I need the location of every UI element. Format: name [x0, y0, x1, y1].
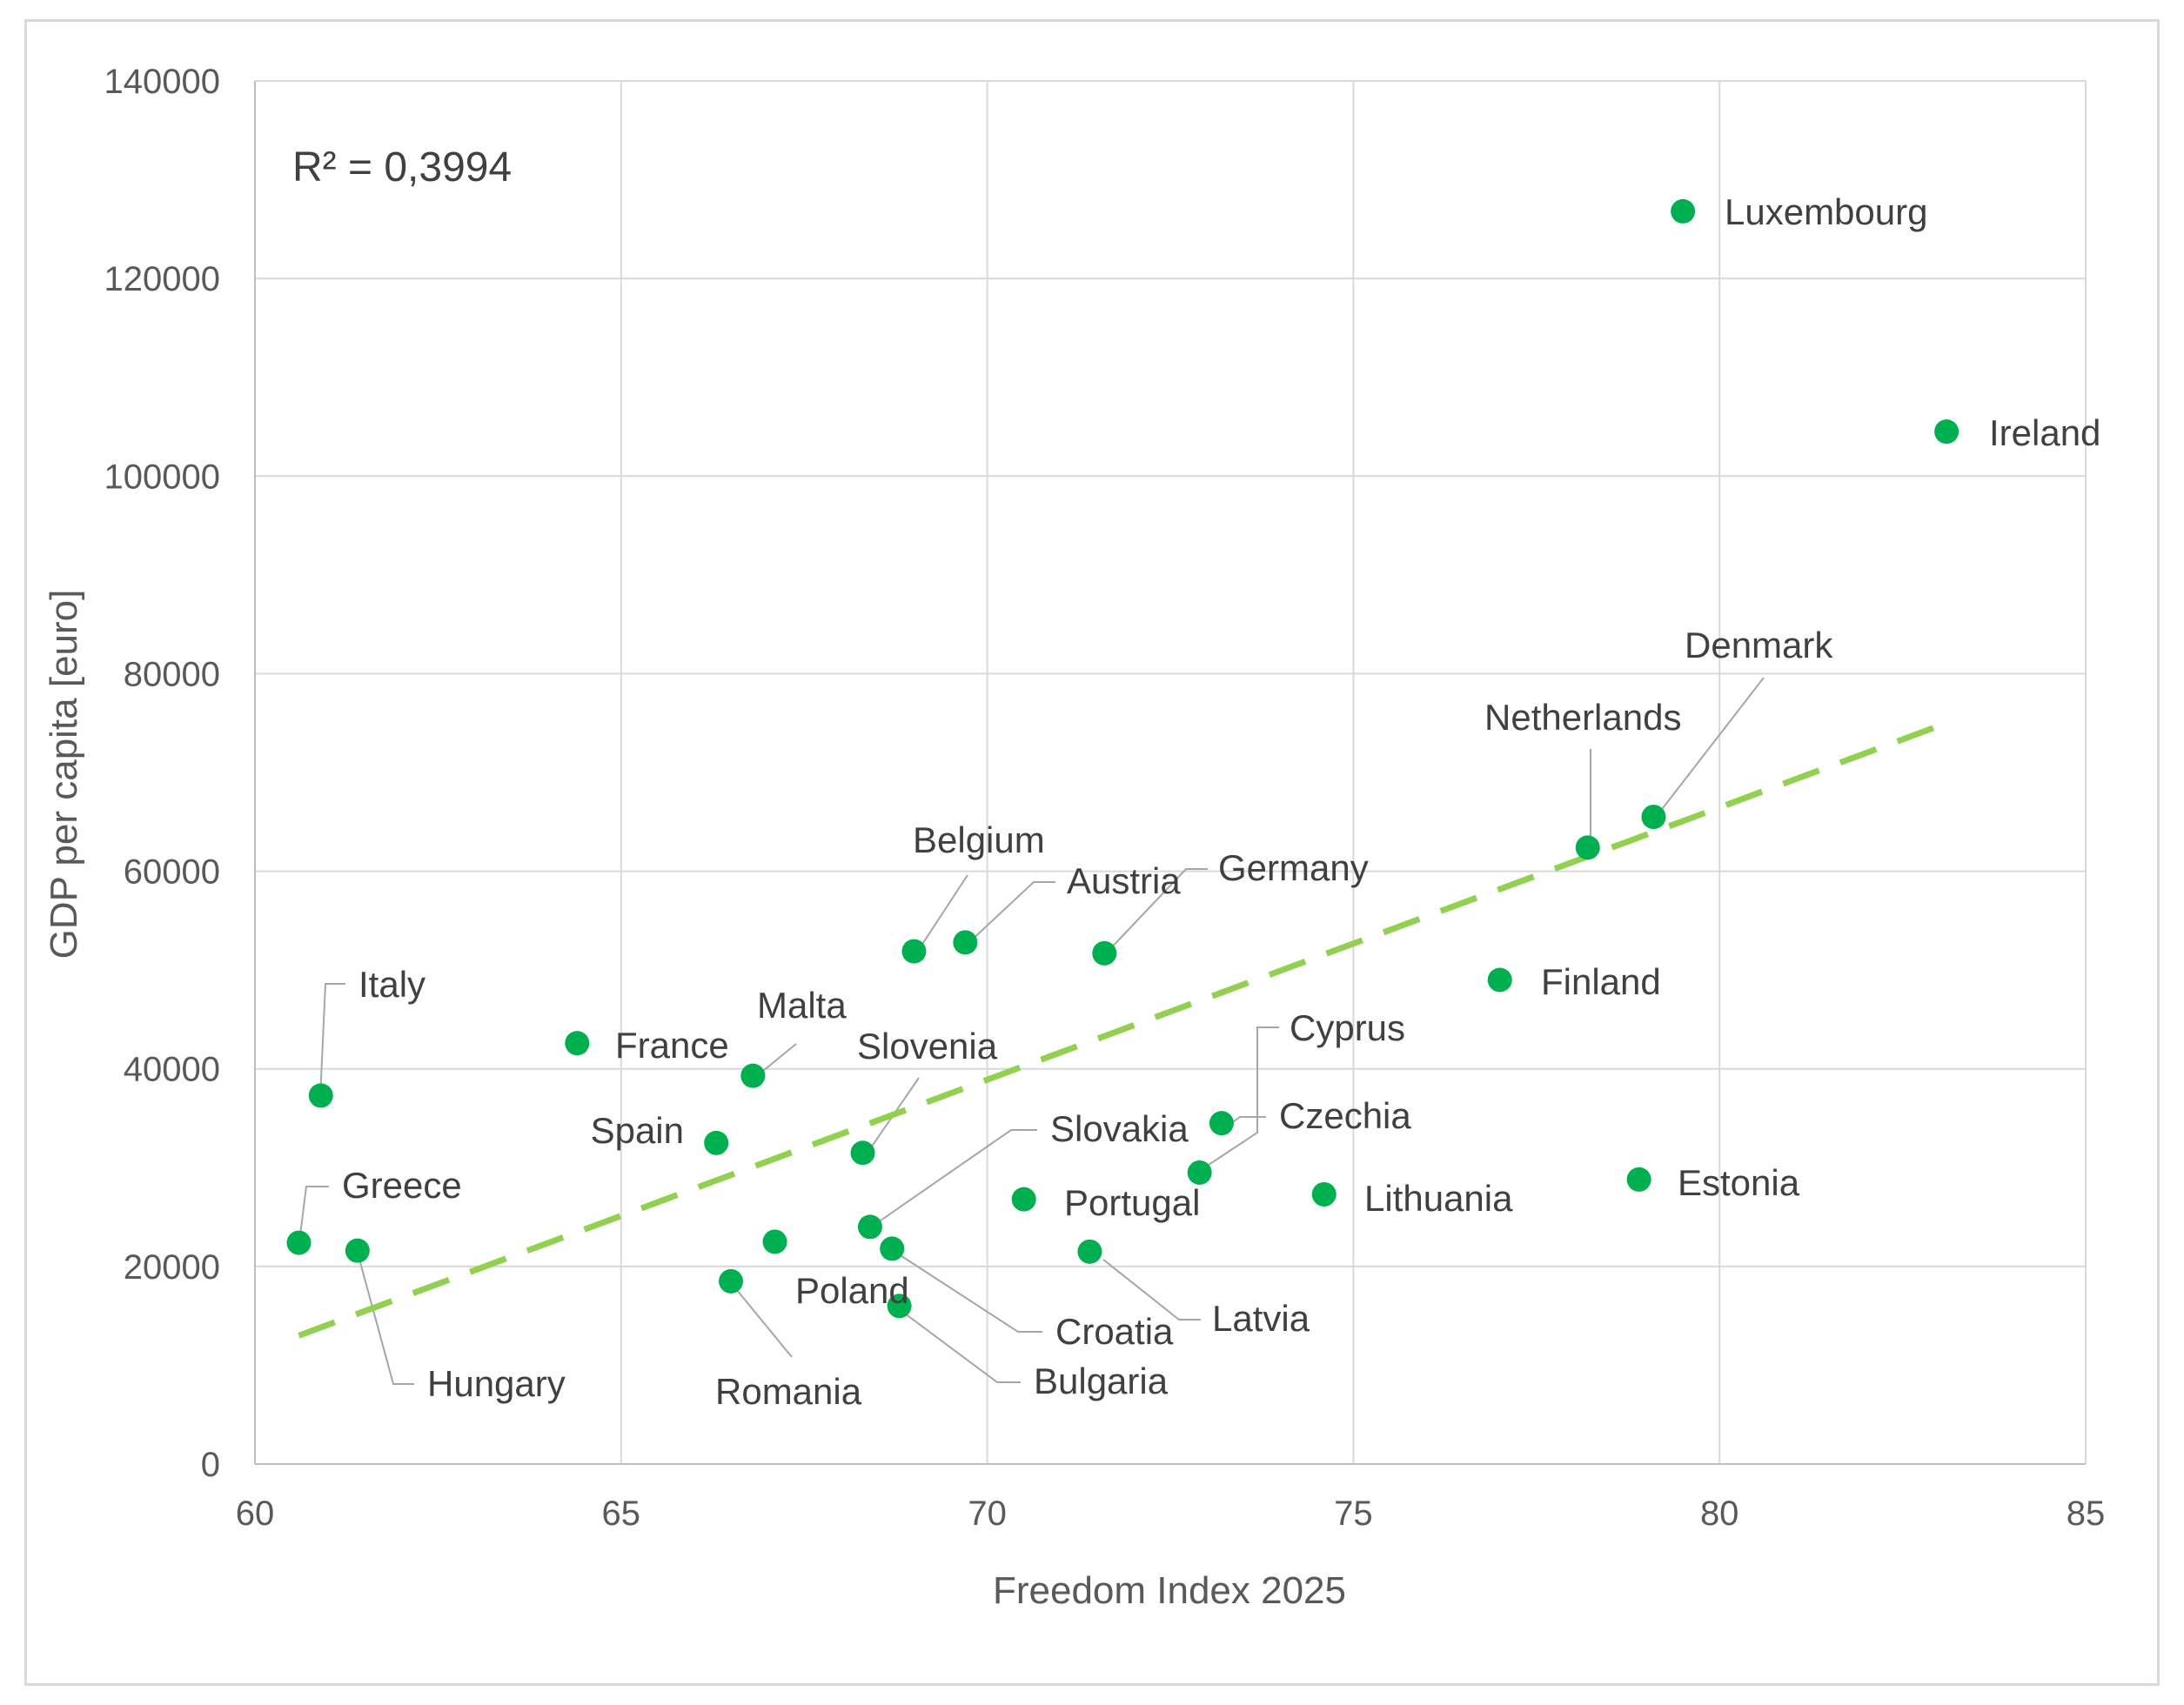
data-point — [1626, 1167, 1651, 1192]
point-label: Estonia — [1678, 1162, 1800, 1203]
trendline-group — [298, 719, 1948, 1339]
data-point — [1575, 835, 1600, 860]
data-point — [1487, 967, 1512, 993]
x-tick-label: 70 — [968, 1494, 1007, 1533]
data-point — [286, 1230, 312, 1255]
data-point — [1209, 1111, 1234, 1136]
axes: 0 20000 40000 60000 80000 100000 120000 140000 6… — [104, 63, 2106, 1533]
leader-line — [357, 1252, 414, 1385]
point-label: Denmark — [1685, 625, 1833, 665]
data-point — [1187, 1160, 1212, 1185]
point-label: Greece — [342, 1165, 462, 1206]
data-point — [565, 1031, 590, 1056]
data-point — [1641, 805, 1666, 830]
data-points — [286, 198, 1960, 1319]
x-tick-label: 65 — [602, 1494, 641, 1533]
leader-line — [917, 874, 968, 952]
point-label: Ireland — [1989, 412, 2100, 453]
leader-line — [732, 1284, 793, 1358]
point-label: Lithuania — [1364, 1178, 1513, 1219]
data-point — [1011, 1187, 1036, 1212]
x-tick-label: 80 — [1700, 1494, 1739, 1533]
data-point — [880, 1236, 905, 1261]
data-point — [740, 1063, 766, 1088]
trendline — [298, 719, 1948, 1339]
data-point — [308, 1083, 333, 1108]
data-point — [1934, 419, 1960, 445]
y-tick-label: 40000 — [124, 1051, 220, 1089]
point-label: Hungary — [427, 1363, 566, 1404]
y-tick-label: 100000 — [104, 458, 220, 496]
point-label: Bulgaria — [1034, 1361, 1169, 1401]
x-tick-label: 85 — [2067, 1494, 2106, 1533]
point-label: Italy — [358, 964, 425, 1005]
point-label: Germany — [1218, 847, 1369, 888]
x-tick-label: 60 — [236, 1494, 275, 1533]
y-tick-label: 120000 — [104, 260, 220, 298]
leader-line — [895, 1252, 1042, 1333]
point-label: Luxembourg — [1725, 191, 1927, 232]
y-tick-label: 60000 — [124, 853, 220, 892]
leader-lines — [298, 677, 1765, 1385]
point-label: Poland — [795, 1270, 909, 1311]
point-label: Slovakia — [1050, 1108, 1189, 1149]
y-tick-label: 140000 — [104, 63, 220, 101]
y-tick-label: 20000 — [124, 1248, 220, 1287]
leader-line — [967, 881, 1055, 945]
point-label: Croatia — [1055, 1311, 1174, 1352]
data-point — [1077, 1239, 1102, 1264]
data-point — [850, 1140, 875, 1166]
point-label: Finland — [1541, 961, 1661, 1002]
data-point — [857, 1214, 882, 1240]
point-label: Spain — [591, 1110, 684, 1151]
data-point — [1671, 198, 1696, 224]
leader-line — [1106, 868, 1208, 953]
point-label: Czechia — [1279, 1095, 1411, 1136]
point-label: Malta — [757, 985, 847, 1026]
y-axis-title: GDP per capita [euro] — [43, 590, 85, 959]
leader-line — [901, 1310, 1021, 1383]
y-tick-label: 0 — [201, 1446, 220, 1484]
point-label: Belgium — [913, 819, 1045, 860]
leader-line — [298, 1186, 329, 1243]
leader-line — [319, 983, 345, 1099]
point-label: France — [615, 1025, 729, 1066]
data-point — [953, 930, 978, 955]
leader-line — [871, 1129, 1037, 1227]
data-point — [1311, 1181, 1337, 1207]
data-point — [887, 1294, 912, 1319]
point-label: Romania — [715, 1371, 862, 1412]
leader-line — [1656, 677, 1765, 817]
data-point — [345, 1238, 370, 1263]
leader-line — [1200, 1026, 1279, 1171]
point-label: Latvia — [1212, 1298, 1310, 1339]
x-tick-label: 75 — [1334, 1494, 1373, 1533]
chart-frame — [24, 19, 2160, 1686]
point-label: Portugal — [1064, 1182, 1200, 1223]
point-label: Netherlands — [1484, 697, 1681, 738]
y-tick-label: 80000 — [124, 655, 220, 693]
data-point — [719, 1268, 744, 1294]
point-label: Austria — [1067, 860, 1181, 901]
point-label: Slovenia — [857, 1026, 998, 1066]
r-squared-annotation: R² = 0,3994 — [292, 144, 512, 191]
data-point — [901, 939, 927, 964]
gridlines — [255, 80, 2087, 1464]
data-point — [704, 1130, 729, 1155]
point-label: Cyprus — [1290, 1007, 1405, 1048]
data-point — [762, 1229, 787, 1254]
leader-line — [1102, 1259, 1201, 1321]
data-point — [1092, 940, 1117, 966]
x-axis-title: Freedom Index 2025 — [993, 1569, 1346, 1612]
